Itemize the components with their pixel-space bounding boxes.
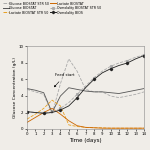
X-axis label: Time (days): Time (days) [69, 138, 102, 143]
Legend: Glucose BIOSTAT STR 50, Glucose BIOSTAT, Lactate BIOSTAT STR 50, Lactate BIOSTAT: Glucose BIOSTAT STR 50, Glucose BIOSTAT,… [3, 2, 101, 15]
Text: Feed start: Feed start [54, 73, 75, 87]
Y-axis label: Glucose Concentration (g/L): Glucose Concentration (g/L) [13, 57, 17, 118]
